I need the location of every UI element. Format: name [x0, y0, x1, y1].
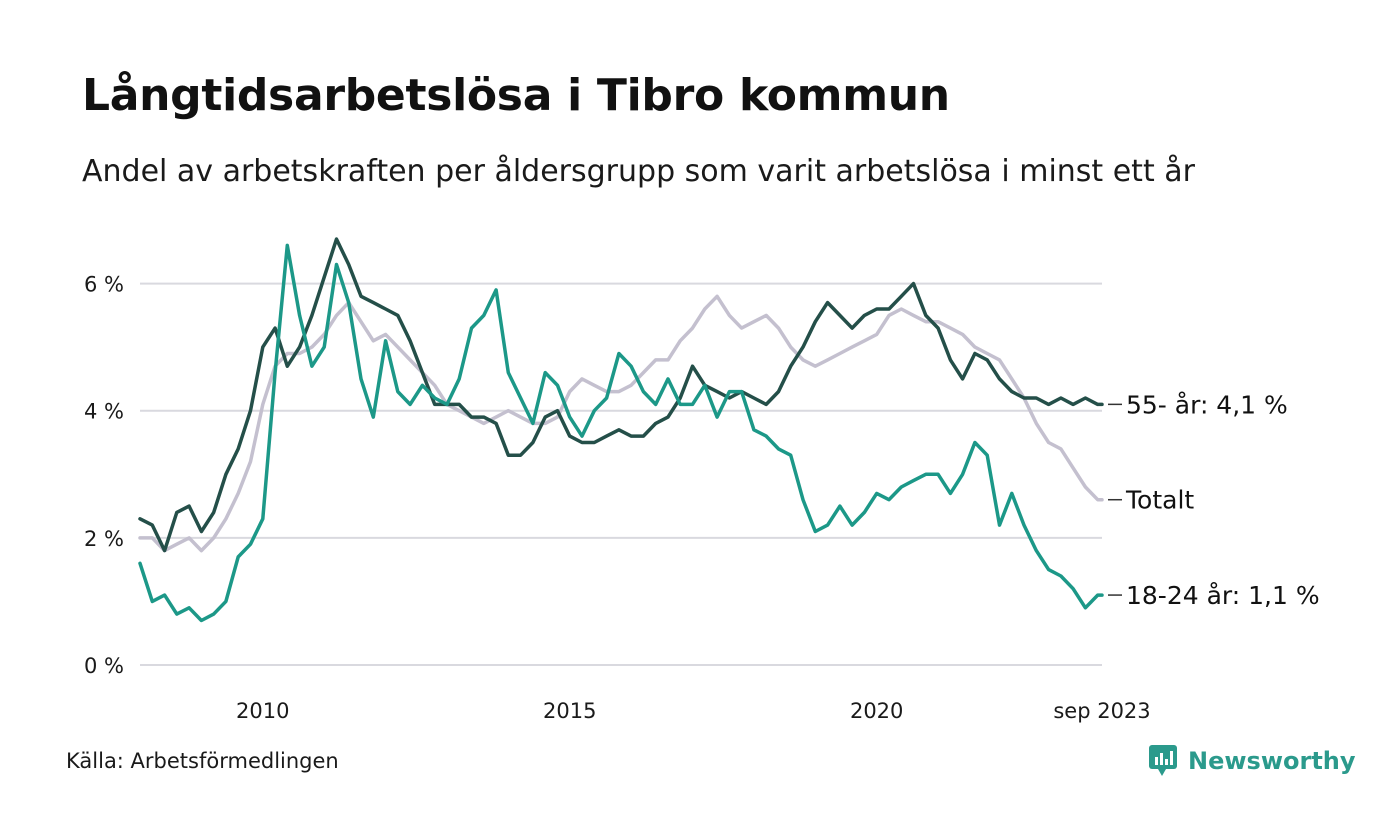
x-tick-label: sep 2023 [1053, 699, 1150, 723]
series-line-0 [138, 294, 1104, 553]
end-label: 18-24 år: 1,1 % [1126, 581, 1320, 610]
chart-title: Långtidsarbetslösa i Tibro kommun [82, 70, 950, 121]
grid-lines [140, 282, 1102, 666]
y-tick-label: 6 % [84, 273, 124, 297]
chart-subtitle: Andel av arbetskraften per åldersgrupp s… [82, 154, 1195, 189]
brand-name: Newsworthy [1188, 747, 1356, 775]
series-line-2 [138, 243, 1104, 623]
end-label: 55- år: 4,1 % [1126, 390, 1288, 419]
y-tick-label: 0 % [84, 654, 124, 678]
x-tick-label: 2020 [850, 699, 903, 723]
y-tick-label: 4 % [84, 400, 124, 424]
x-tick-label: 2010 [236, 699, 289, 723]
y-tick-label: 2 % [84, 527, 124, 551]
brand-logo[interactable]: Newsworthy [1148, 742, 1356, 780]
x-axis-ticks: 2010 2015 2020 sep 2023 [236, 699, 1151, 723]
end-labels: Totalt 55- år: 4,1 % 18-24 år: 1,1 % [1108, 390, 1320, 610]
x-tick-label: 2015 [543, 699, 596, 723]
series-line-1 [138, 237, 1104, 553]
newsworthy-logo-icon [1149, 745, 1177, 776]
end-label: Totalt [1125, 486, 1194, 515]
source-note: Källa: Arbetsförmedlingen [66, 749, 339, 773]
y-axis-ticks: 0 % 2 % 4 % 6 % [84, 273, 124, 678]
series-lines [138, 237, 1104, 623]
